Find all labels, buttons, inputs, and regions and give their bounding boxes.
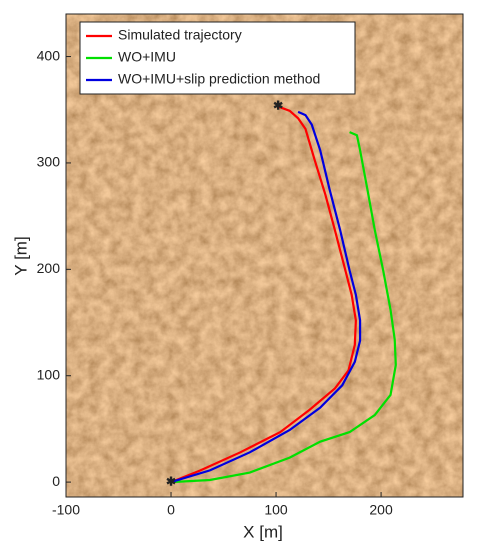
legend-label: WO+IMU: [118, 49, 176, 65]
y-tick-label: 0: [52, 473, 60, 489]
y-tick-label: 200: [37, 260, 61, 276]
y-axis-label: Y [m]: [11, 236, 30, 275]
x-axis-label: X [m]: [243, 522, 283, 541]
plot-frame: [65, 13, 464, 498]
y-tick-label: 100: [37, 366, 61, 382]
trajectory-line: [170, 131, 397, 484]
y-tick-label: 300: [37, 154, 61, 170]
x-tick-label: 100: [264, 502, 288, 518]
legend-label: Simulated trajectory: [118, 27, 242, 43]
x-tick-label: 200: [369, 502, 393, 518]
legend-box: [79, 21, 356, 95]
position-marker: ✱: [166, 474, 176, 488]
trajectory-line: [170, 105, 357, 484]
position-marker: ✱: [273, 99, 283, 113]
x-tick-label: 0: [167, 502, 175, 518]
legend-label: WO+IMU+slip prediction method: [118, 71, 320, 87]
y-tick-label: 400: [37, 47, 61, 63]
trajectory-line: [170, 110, 362, 484]
x-tick-label: -100: [52, 502, 80, 518]
